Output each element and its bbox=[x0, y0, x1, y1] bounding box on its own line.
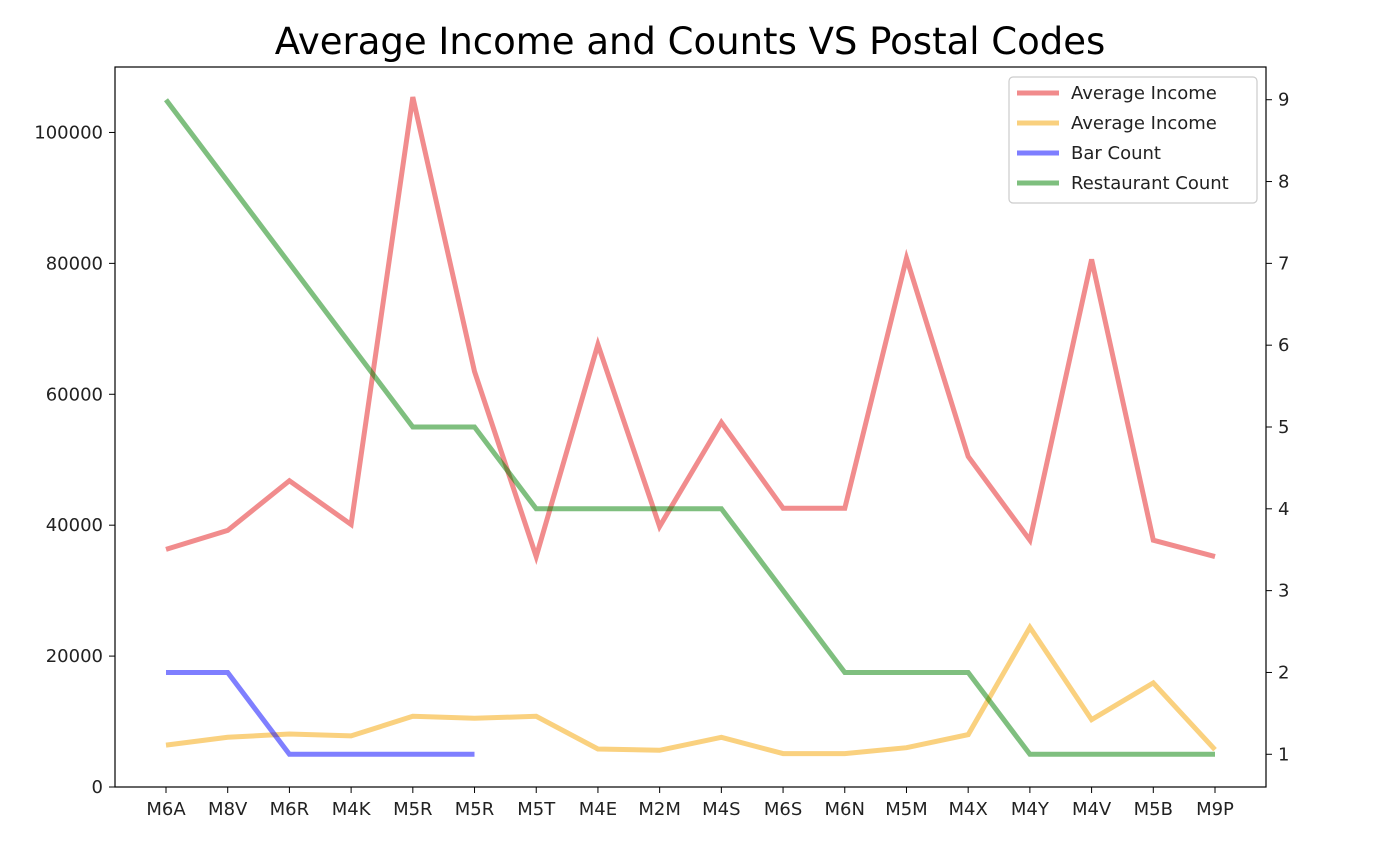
y-right-tick-label: 7 bbox=[1278, 253, 1289, 274]
x-tick-label: M4S bbox=[702, 799, 740, 820]
x-tick-label: M5B bbox=[1134, 799, 1173, 820]
axes: M6A M8V M6R M4K M5R M5R M5T M4E M2M M4S M6S M6N M5M M… bbox=[34, 66, 1289, 820]
y-left-tick-label: 60000 bbox=[46, 384, 103, 405]
y-right-tick-label: 9 bbox=[1278, 90, 1289, 111]
x-tick-label: M4V bbox=[1072, 799, 1112, 820]
x-tick-label: M6R bbox=[270, 799, 310, 820]
y-right-tick-label: 5 bbox=[1278, 417, 1289, 438]
x-tick-label: M6A bbox=[146, 799, 186, 820]
x-tick-label: M9P bbox=[1196, 799, 1234, 820]
y-right-tick-label: 2 bbox=[1278, 662, 1289, 683]
legend-label: Average Income bbox=[1071, 83, 1217, 104]
y-right-tick-label: 1 bbox=[1278, 744, 1289, 765]
x-tick-label: M4E bbox=[579, 799, 617, 820]
x-tick-label: M6N bbox=[825, 799, 865, 820]
legend: Average Income Average Income Bar Count Res… bbox=[1008, 76, 1258, 204]
y-right-tick-label: 6 bbox=[1278, 335, 1289, 356]
y-right-tick-label: 8 bbox=[1278, 172, 1289, 193]
y-left-tick-label: 80000 bbox=[46, 253, 103, 274]
x-tick-label: M4Y bbox=[1011, 799, 1050, 820]
x-tick-label: M4X bbox=[949, 799, 988, 820]
series-line-average-income-0 bbox=[165, 96, 1216, 565]
x-tick-label: M6S bbox=[764, 799, 802, 820]
y-left-tick-label: 0 bbox=[92, 777, 103, 798]
legend-label: Average Income bbox=[1071, 113, 1217, 134]
x-tick-label: M8V bbox=[208, 799, 248, 820]
legend-box bbox=[1008, 76, 1258, 204]
y-right-tick-label: 4 bbox=[1278, 499, 1289, 520]
x-tick-label: M5R bbox=[455, 799, 495, 820]
x-tick-label: M5T bbox=[517, 799, 556, 820]
x-tick-label: M5R bbox=[393, 799, 433, 820]
y-left-tick-label: 40000 bbox=[46, 515, 103, 536]
series-line-bar-count-2 bbox=[166, 670, 475, 757]
x-tick-label: M2M bbox=[638, 799, 681, 820]
series-line-average-income-1 bbox=[165, 622, 1217, 757]
legend-label: Restaurant Count bbox=[1071, 173, 1229, 194]
chart-title: Average Income and Counts VS Postal Code… bbox=[275, 20, 1106, 63]
x-tick-label: M5M bbox=[885, 799, 928, 820]
legend-label: Bar Count bbox=[1071, 143, 1161, 164]
y-left-tick-label: 20000 bbox=[46, 646, 103, 667]
series-line-restaurant-count-3 bbox=[164, 98, 1215, 757]
y-left-tick-label: 100000 bbox=[34, 122, 103, 143]
series-lines bbox=[164, 96, 1217, 757]
x-tick-label: M4K bbox=[332, 799, 372, 820]
y-right-tick-label: 3 bbox=[1278, 581, 1289, 602]
